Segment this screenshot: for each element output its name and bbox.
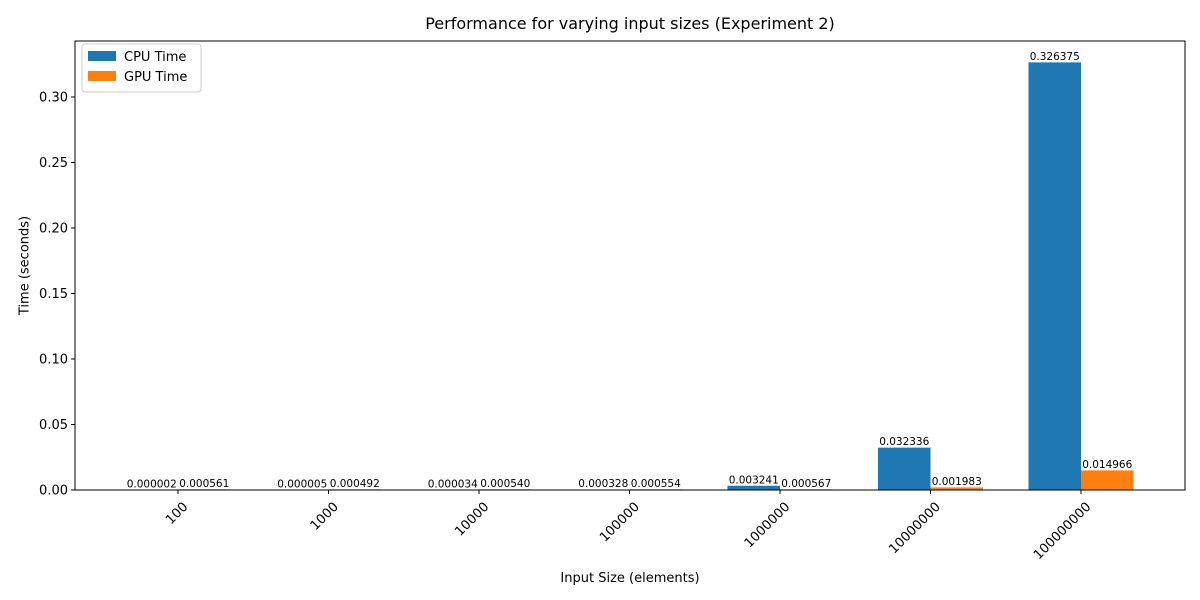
- y-axis-title: Time (seconds): [18, 216, 33, 316]
- bar-value-label: 0.003241: [729, 474, 779, 486]
- y-tick-label: 0.00: [39, 484, 68, 499]
- bar-cpu-time: [727, 485, 780, 490]
- x-tick-label: 10000000: [886, 500, 943, 557]
- x-tick-label: 1000000: [742, 500, 794, 552]
- x-tick-label: 10000: [452, 500, 492, 540]
- legend-swatch: [88, 51, 116, 61]
- legend-label: CPU Time: [124, 50, 186, 65]
- bar-value-label: 0.000005: [277, 478, 327, 490]
- bar-value-label: 0.000561: [179, 478, 229, 490]
- x-axis: 100 1000 10000 100000 1000000 10000000 1000000…: [163, 490, 1094, 563]
- chart-title: Performance for varying input sizes (Exp…: [425, 14, 835, 33]
- x-tick-label: 100: [163, 500, 191, 528]
- y-tick-label: 0.30: [39, 90, 68, 105]
- bar-value-label: 0.032336: [879, 436, 929, 448]
- plot-frame: [74, 40, 1186, 491]
- y-tick-label: 0.20: [39, 221, 68, 236]
- legend: CPU Time GPU Time: [81, 43, 202, 93]
- x-tick-label: 100000000: [1031, 500, 1094, 563]
- y-tick-label: 0.05: [39, 418, 68, 433]
- x-tick-label: 100000: [597, 500, 643, 546]
- bar-labels: 0.000002 0.000005 0.000034 0.000328 0.003241…: [127, 51, 1133, 491]
- bar-value-label: 0.000540: [480, 478, 530, 490]
- x-tick-label: 1000: [308, 500, 342, 534]
- x-axis-title: Input Size (elements): [560, 571, 699, 586]
- bar-gpu-time: [1081, 470, 1134, 490]
- bar-value-label: 0.014966: [1082, 459, 1132, 471]
- bar-value-label: 0.000567: [781, 478, 831, 490]
- bar-value-label: 0.000002: [127, 478, 177, 490]
- legend-swatch: [88, 71, 116, 81]
- bar-value-label: 0.000034: [428, 478, 478, 490]
- bar-cpu-time: [878, 447, 931, 490]
- y-axis: 0.00 0.05 0.10 0.15 0.20 0.25 0.30: [39, 90, 75, 499]
- bar-gpu-time: [930, 487, 983, 490]
- y-tick-label: 0.15: [39, 287, 68, 302]
- bar-value-label: 0.000492: [330, 478, 380, 490]
- bar-value-label: 0.001983: [932, 476, 982, 488]
- bar-value-label: 0.000554: [631, 478, 681, 490]
- bar-value-label: 0.000328: [578, 478, 628, 490]
- y-tick-label: 0.10: [39, 352, 68, 367]
- legend-label: GPU Time: [124, 70, 187, 85]
- y-tick-label: 0.25: [39, 156, 68, 171]
- bar-cpu-time: [1028, 62, 1081, 490]
- bars: [125, 62, 1134, 490]
- bar-value-label: 0.326375: [1030, 51, 1080, 63]
